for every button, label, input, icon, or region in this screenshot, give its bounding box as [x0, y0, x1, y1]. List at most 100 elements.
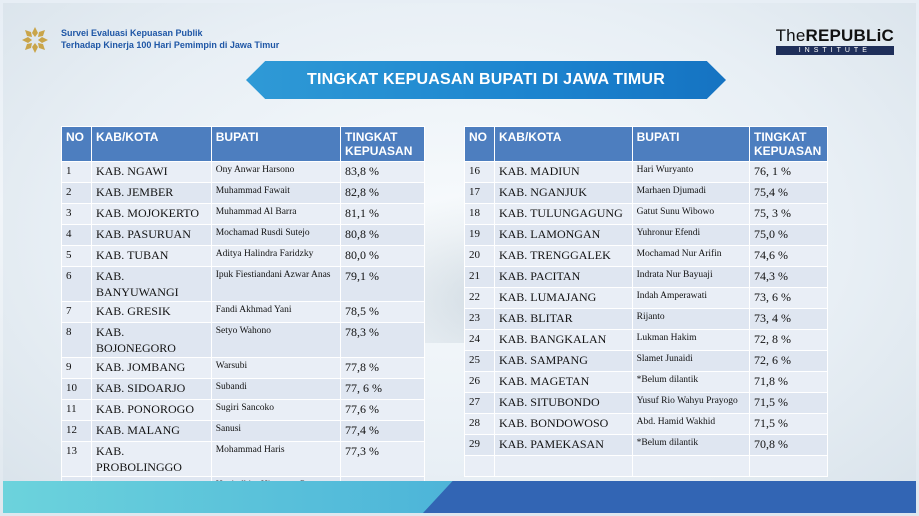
cell-tingkat: 75, 3 % [749, 203, 828, 225]
cell-kab: KAB. MAGETAN [493, 371, 633, 393]
cell-tingkat: 72, 8 % [749, 329, 828, 351]
cell-kab: KAB. PASURUAN [90, 224, 212, 246]
table-header-row: NO KAB/KOTA BUPATI TINGKAT KEPUASAN [61, 126, 425, 162]
cell-bupati: Sanusi [210, 420, 342, 442]
cell-no: 13 [61, 441, 92, 477]
table-row: 19 KAB. LAMONGAN Yuhronur Efendi 75,0 % [464, 224, 828, 246]
cell-no: 25 [464, 350, 495, 372]
footer-bar-accent [423, 481, 916, 513]
cell-no: 16 [464, 161, 495, 183]
cell-kab: KAB. PACITAN [493, 266, 633, 288]
table-row: 9 KAB. JOMBANG Warsubi 77,8 % [61, 357, 425, 379]
table-row: 29 KAB. PAMEKASAN *Belum dilantik 70,8 % [464, 434, 828, 456]
cell-no: 24 [464, 329, 495, 351]
cell-kab: KAB. PAMEKASAN [493, 434, 633, 456]
cell-kab: KAB. BANYUWANGI [90, 266, 212, 302]
cell-no: 18 [464, 203, 495, 225]
cell-kab: KAB. PONOROGO [90, 399, 212, 421]
cell-bupati: Gatut Sunu Wibowo [631, 203, 751, 225]
table-row: 28 KAB. BONDOWOSO Abd. Hamid Wakhid 71,5 % [464, 413, 828, 435]
cell-no: 20 [464, 245, 495, 267]
cell-tingkat: 72, 6 % [749, 350, 828, 372]
cell-no: 17 [464, 182, 495, 204]
cell-kab: KAB. JOMBANG [90, 357, 212, 379]
table-row: 22 KAB. LUMAJANG Indah Amperawati 73, 6 % [464, 287, 828, 309]
ranking-table-right: NO KAB/KOTA BUPATI TINGKAT KEPUASAN 16 KA… [464, 126, 828, 477]
cell-no [464, 455, 495, 477]
cell-no: 19 [464, 224, 495, 246]
col-no: NO [464, 126, 495, 162]
table-row: 5 KAB. TUBAN Aditya Halindra Faridzky 80,0 … [61, 245, 425, 267]
cell-bupati: Sugiri Sancoko [210, 399, 342, 421]
col-tingkat: TINGKAT KEPUASAN [340, 126, 425, 162]
table-row: 2 KAB. JEMBER Muhammad Fawait 82,8 % [61, 182, 425, 204]
cell-tingkat: 71,8 % [749, 371, 828, 393]
table-row: 18 KAB. TULUNGAGUNG Gatut Sunu Wibowo 75, 3… [464, 203, 828, 225]
cell-no: 12 [61, 420, 92, 442]
cell-tingkat: 77, 6 % [340, 378, 425, 400]
cell-no: 1 [61, 161, 92, 183]
slide: Survei Evaluasi Kepuasan Publik Terhadap… [3, 3, 916, 513]
cell-kab: KAB. NGAWI [90, 161, 212, 183]
cell-tingkat: 71,5 % [749, 413, 828, 435]
cell-no: 4 [61, 224, 92, 246]
cell-kab: KAB. PROBOLINGGO [90, 441, 212, 477]
cell-kab: KAB. LUMAJANG [493, 287, 633, 309]
cell-kab: KAB. TRENGGALEK [493, 245, 633, 267]
table-row: 24 KAB. BANGKALAN Lukman Hakim 72, 8 % [464, 329, 828, 351]
cell-tingkat: 81,1 % [340, 203, 425, 225]
cell-tingkat: 74,3 % [749, 266, 828, 288]
cell-bupati: Yuhronur Efendi [631, 224, 751, 246]
cell-bupati: Ipuk Fiestiandani Azwar Anas [210, 266, 342, 302]
cell-bupati: *Belum dilantik [631, 371, 751, 393]
survey-line-2: Terhadap Kinerja 100 Hari Pemimpin di Ja… [61, 40, 280, 50]
cell-bupati: Muhammad Al Barra [210, 203, 342, 225]
cell-bupati: Ony Anwar Harsono [210, 161, 342, 183]
col-kab: KAB/KOTA [90, 126, 212, 162]
cell-no: 26 [464, 371, 495, 393]
cell-tingkat: 75,4 % [749, 182, 828, 204]
cell-kab: KAB. BANGKALAN [493, 329, 633, 351]
ornament-logo-icon [22, 27, 48, 53]
cell-bupati: *Belum dilantik [631, 434, 751, 456]
table-row: 7 KAB. GRESIK Fandi Akhmad Yani 78,5 % [61, 301, 425, 323]
cell-tingkat: 78,5 % [340, 301, 425, 323]
cell-tingkat: 70,8 % [749, 434, 828, 456]
page-title: TINGKAT KEPUASAN BUPATI DI JAWA TIMUR [307, 71, 665, 88]
cell-tingkat: 73, 6 % [749, 287, 828, 309]
cell-no: 27 [464, 392, 495, 414]
cell-tingkat: 78,3 % [340, 322, 425, 358]
cell-no: 3 [61, 203, 92, 225]
cell-bupati: Abd. Hamid Wakhid [631, 413, 751, 435]
cell-bupati [631, 455, 751, 477]
cell-kab: KAB. MADIUN [493, 161, 633, 183]
table-row [464, 455, 828, 477]
cell-tingkat: 80,8 % [340, 224, 425, 246]
cell-kab: KAB. JEMBER [90, 182, 212, 204]
table-row: 8 KAB. BOJONEGORO Setyo Wahono 78,3 % [61, 322, 425, 358]
cell-tingkat: 74,6 % [749, 245, 828, 267]
cell-bupati: Fandi Akhmad Yani [210, 301, 342, 323]
table-row: 10 KAB. SIDOARJO Subandi 77, 6 % [61, 378, 425, 400]
cell-bupati: Aditya Halindra Faridzky [210, 245, 342, 267]
col-tingkat: TINGKAT KEPUASAN [749, 126, 828, 162]
cell-no: 2 [61, 182, 92, 204]
table-row: 23 KAB. BLITAR Rijanto 73, 4 % [464, 308, 828, 330]
cell-bupati: Warsubi [210, 357, 342, 379]
cell-kab: KAB. NGANJUK [493, 182, 633, 204]
col-bupati: BUPATI [631, 126, 751, 162]
col-no: NO [61, 126, 92, 162]
table-row: 11 KAB. PONOROGO Sugiri Sancoko 77,6 % [61, 399, 425, 421]
survey-caption: Survei Evaluasi Kepuasan Publik Terhadap… [61, 27, 279, 51]
cell-bupati: Indrata Nur Bayuaji [631, 266, 751, 288]
cell-no: 5 [61, 245, 92, 267]
col-kab: KAB/KOTA [493, 126, 633, 162]
cell-tingkat: 76, 1 % [749, 161, 828, 183]
cell-kab: KAB. BONDOWOSO [493, 413, 633, 435]
cell-no: 29 [464, 434, 495, 456]
brand-logo: TheREPUBLiC INSTITUTE [775, 27, 894, 55]
cell-bupati: Setyo Wahono [210, 322, 342, 358]
cell-kab: KAB. TULUNGAGUNG [493, 203, 633, 225]
cell-tingkat: 77,8 % [340, 357, 425, 379]
table-row: 1 KAB. NGAWI Ony Anwar Harsono 83,8 % [61, 161, 425, 183]
